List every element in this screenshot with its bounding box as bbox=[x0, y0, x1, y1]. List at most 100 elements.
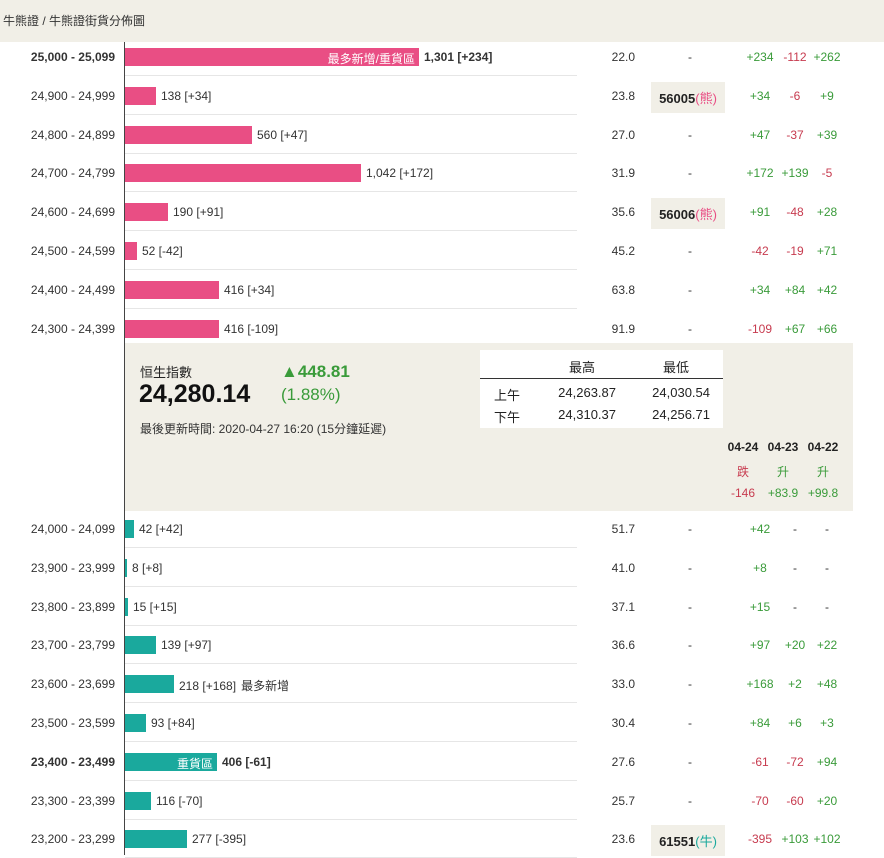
ratio-value: 91.9 bbox=[611, 321, 635, 336]
table-row: 23,800 - 23,899 15 [+15] 37.1 - +15 - - bbox=[0, 588, 884, 626]
warrant-kind: (熊) bbox=[695, 207, 717, 223]
index-change: ▲448.81 bbox=[281, 362, 350, 381]
volume-text: 52 [-42] bbox=[142, 244, 183, 258]
table-row: 24,600 - 24,699 190 [+91] 35.6 56006(熊) +91-… bbox=[0, 193, 884, 232]
volume-text: 138 [+34] bbox=[161, 88, 212, 103]
top-bar: 牛熊證 / 牛熊證街貨分佈圖 bbox=[0, 0, 884, 42]
row-divider bbox=[125, 779, 577, 781]
warrant-code[interactable]: 56006(熊) bbox=[646, 198, 730, 230]
no-code: - bbox=[688, 793, 692, 808]
daily-change: +234 bbox=[746, 50, 774, 64]
strike-range: 24,800 - 24,899 bbox=[30, 127, 115, 142]
daily-change: +9 bbox=[820, 88, 834, 103]
table-row: 23,300 - 23,399 116 [-70] 25.7 - -70 -60 +20 bbox=[0, 782, 884, 820]
row-divider bbox=[125, 307, 577, 309]
row-divider bbox=[125, 230, 577, 232]
volume-value: 1,301 [+234] bbox=[424, 50, 492, 64]
day-date: 04-23 bbox=[767, 440, 799, 454]
volume-bar[interactable] bbox=[125, 675, 174, 694]
header-divider bbox=[480, 378, 723, 379]
daily-change: -60 bbox=[786, 793, 804, 808]
table-row: 23,600 - 23,699 218 [+168] 最多新增 33.0 - +168 +2… bbox=[0, 665, 884, 704]
table-row: 25,000 - 25,099 最多新增/重貨區 1,301 [+234] 22.0 -… bbox=[0, 38, 884, 76]
daily-change: +15 bbox=[749, 599, 771, 614]
daily-change: - bbox=[825, 599, 829, 614]
daily-change: +20 bbox=[784, 638, 806, 653]
ratio-value: 23.6 bbox=[611, 832, 635, 847]
volume-bar[interactable] bbox=[125, 636, 156, 655]
volume-value: 42 [+42] bbox=[139, 522, 183, 536]
am-low: 24,030.54 bbox=[652, 385, 710, 400]
row-divider bbox=[125, 702, 577, 704]
daily-change: +34 bbox=[749, 282, 771, 297]
daily-change: -61 bbox=[751, 754, 769, 769]
am-label: 上午 bbox=[494, 388, 521, 403]
volume-bar[interactable]: 最多新增/重貨區 bbox=[125, 48, 419, 66]
daily-change: +47 bbox=[749, 127, 771, 142]
warrant-code-text: 61551 bbox=[659, 834, 696, 850]
no-code: - bbox=[688, 50, 692, 64]
volume-bar[interactable] bbox=[125, 125, 252, 144]
strike-range: 24,700 - 24,799 bbox=[30, 166, 115, 181]
strike-range: 24,300 - 24,399 bbox=[30, 321, 115, 336]
am-high: 24,263.87 bbox=[558, 385, 616, 400]
warrant-code-text: 56005 bbox=[659, 90, 696, 106]
volume-bar[interactable] bbox=[125, 319, 219, 338]
ratio-value: 36.6 bbox=[611, 638, 635, 653]
volume-text: 416 [+34] bbox=[224, 282, 275, 297]
no-code: - bbox=[688, 321, 692, 336]
warrant-code[interactable]: 61551(牛) bbox=[646, 825, 730, 857]
row-divider bbox=[125, 113, 577, 115]
day-date: 04-24 bbox=[727, 440, 759, 454]
volume-bar[interactable] bbox=[125, 791, 151, 810]
daily-change: - bbox=[825, 560, 829, 575]
volume-bar[interactable] bbox=[125, 203, 168, 222]
daily-change: +8 bbox=[753, 560, 767, 575]
table-row: 23,500 - 23,599 93 [+84] 30.4 - +84 +6 +3 bbox=[0, 704, 884, 742]
ratio-value: 27.0 bbox=[611, 127, 635, 142]
table-row: 24,500 - 24,599 52 [-42] 45.2 - -42 -19 +71 bbox=[0, 232, 884, 270]
breadcrumb[interactable]: 牛熊證 / 牛熊證街貨分佈圖 bbox=[3, 14, 146, 28]
volume-bar[interactable] bbox=[125, 520, 134, 538]
daily-change: -395 bbox=[747, 832, 773, 847]
volume-bar[interactable] bbox=[125, 86, 156, 105]
volume-value: 8 [+8] bbox=[132, 561, 162, 575]
volume-value: 52 [-42] bbox=[142, 244, 183, 258]
daily-change: +42 bbox=[749, 522, 771, 536]
volume-bar[interactable] bbox=[125, 558, 127, 577]
ratio-value: 41.0 bbox=[611, 560, 635, 575]
daily-change: +67 bbox=[784, 321, 806, 336]
daily-change: +91 bbox=[749, 205, 771, 220]
high-low-table: 最高 最低 上午 下午 24,263.87 24,030.54 24,310.3… bbox=[480, 350, 723, 428]
warrant-code[interactable]: 56005(熊) bbox=[646, 81, 730, 113]
daily-change: - bbox=[825, 522, 829, 536]
volume-text: 406 [-61] bbox=[222, 754, 271, 769]
table-row: 23,900 - 23,999 8 [+8] 41.0 - +8 - - bbox=[0, 549, 884, 587]
warrant-code-box[interactable]: 61551(牛) bbox=[651, 825, 725, 857]
volume-text: 1,042 [+172] bbox=[366, 166, 434, 181]
daily-change: +22 bbox=[816, 638, 838, 653]
volume-value: 218 [+168] 最多新增 bbox=[179, 677, 289, 694]
volume-bar[interactable] bbox=[125, 830, 187, 849]
daily-change: +262 bbox=[813, 50, 841, 64]
daily-change: +48 bbox=[816, 677, 838, 692]
strike-range: 23,600 - 23,699 bbox=[30, 677, 115, 692]
volume-bar[interactable] bbox=[125, 597, 128, 616]
warrant-kind: (牛) bbox=[695, 834, 717, 850]
volume-text: 560 [+47] bbox=[257, 127, 308, 142]
low-header: 最低 bbox=[663, 360, 690, 375]
table-row: 24,800 - 24,899 560 [+47] 27.0 - +47 -37 +39 bbox=[0, 116, 884, 154]
warrant-code-box[interactable]: 56006(熊) bbox=[651, 198, 725, 230]
warrant-code-box[interactable]: 56005(熊) bbox=[651, 81, 725, 113]
table-row: 24,700 - 24,799 1,042 [+172] 31.9 - +172 +139… bbox=[0, 154, 884, 193]
volume-text: 139 [+97] bbox=[161, 638, 212, 653]
table-row: 24,900 - 24,999 138 [+34] 23.8 56005(熊) +34 -… bbox=[0, 77, 884, 115]
no-code: - bbox=[688, 127, 692, 142]
row-divider bbox=[125, 741, 577, 742]
volume-bar[interactable] bbox=[125, 714, 146, 732]
volume-bar[interactable] bbox=[125, 164, 361, 183]
ratio-value: 63.8 bbox=[611, 282, 635, 297]
volume-bar[interactable]: 重貨區 bbox=[125, 752, 217, 771]
volume-bar[interactable] bbox=[125, 242, 137, 260]
volume-bar[interactable] bbox=[125, 280, 219, 299]
